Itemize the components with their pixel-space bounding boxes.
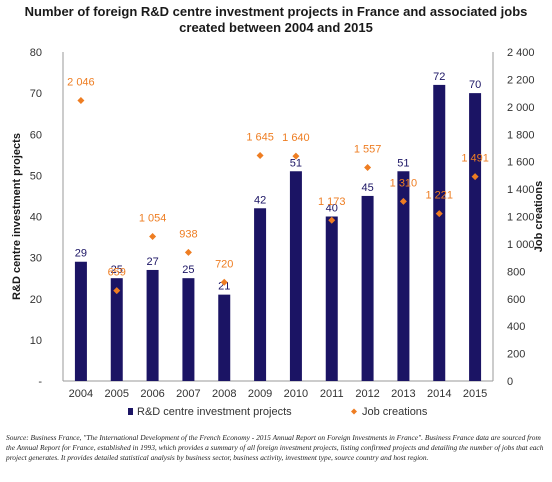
bar-2008 <box>218 294 231 381</box>
job-value-label: 1 310 <box>390 177 418 189</box>
bar-value-label: 70 <box>469 79 481 91</box>
x-tick-label: 2013 <box>391 388 415 400</box>
job-marker-2012 <box>364 164 372 172</box>
job-marker-2011 <box>328 216 336 224</box>
y-tick-label-right: 1 400 <box>507 184 535 196</box>
y-tick-label-right: 2 400 <box>507 47 535 59</box>
y-tick-label-left: 20 <box>30 294 42 306</box>
y-tick-label-right: 2 000 <box>507 102 535 114</box>
job-value-label: 1 054 <box>139 213 167 225</box>
x-tick-label: 2006 <box>140 388 164 400</box>
x-tick-label: 2012 <box>355 388 379 400</box>
x-tick-label: 2004 <box>69 388 93 400</box>
legend-label-bars: R&D centre investment projects <box>137 406 292 418</box>
bar-value-label: 45 <box>361 182 373 194</box>
bar-2004 <box>74 261 87 381</box>
x-tick-label: 2011 <box>320 388 344 400</box>
job-value-label: 1 557 <box>354 144 382 156</box>
legend-swatch-jobs <box>351 408 357 415</box>
bar-value-label: 27 <box>146 256 158 268</box>
bar-value-label: 72 <box>433 71 445 83</box>
y-tick-label-right: 600 <box>507 294 525 306</box>
job-value-label: 1 640 <box>282 132 310 144</box>
job-value-label: 1 173 <box>318 196 346 208</box>
y-axis-title-right: Job creations <box>533 181 545 253</box>
bar-value-label: 25 <box>111 264 123 276</box>
x-tick-label: 2010 <box>284 388 308 400</box>
y-tick-label-left: 10 <box>30 335 42 347</box>
job-value-label: 1 221 <box>425 190 453 202</box>
y-tick-label-right: 1 000 <box>507 239 535 251</box>
y-tick-label-right: 2 200 <box>507 74 535 86</box>
job-marker-2007 <box>184 248 192 256</box>
y-tick-label-left: 40 <box>30 212 42 224</box>
chart-title: Number of foreign R&D centre investment … <box>24 4 528 35</box>
y-tick-label-right: 1 800 <box>507 129 535 141</box>
y-tick-label-right: 400 <box>507 321 525 333</box>
bar-value-label: 42 <box>254 194 266 206</box>
y-tick-label-left: 50 <box>30 170 42 182</box>
job-value-label: 1 491 <box>461 153 489 165</box>
job-marker-2008 <box>220 278 228 286</box>
y-tick-label-right: 0 <box>507 376 513 388</box>
y-tick-label-right: 800 <box>507 266 525 278</box>
job-value-label: 2 046 <box>67 77 95 89</box>
job-marker-2013 <box>399 197 407 205</box>
source-note: Source: Business France, "The Internatio… <box>6 433 544 462</box>
legend-label-jobs: Job creations <box>362 406 428 418</box>
bar-value-label: 21 <box>218 281 230 293</box>
y-axis-title-left: R&D centre investment projects <box>11 133 23 300</box>
x-tick-label: 2009 <box>248 388 272 400</box>
bar-2013 <box>397 171 410 381</box>
bar-2012 <box>361 195 374 381</box>
job-value-label: 938 <box>179 228 197 240</box>
y-tick-label-right: 1 200 <box>507 212 535 224</box>
bar-value-label: 40 <box>326 203 338 215</box>
bar-value-label: 51 <box>397 157 409 169</box>
y-tick-label-left: 70 <box>30 88 42 100</box>
bar-2015 <box>469 93 482 381</box>
job-value-label: 720 <box>215 258 233 270</box>
bar-2005 <box>110 278 123 381</box>
bar-2014 <box>433 84 446 382</box>
bar-2007 <box>182 278 195 381</box>
x-tick-label: 2008 <box>212 388 236 400</box>
bar-value-label: 51 <box>290 157 302 169</box>
y-tick-label-left: 80 <box>30 47 42 59</box>
bar-value-label: 29 <box>75 248 87 260</box>
bar-2011 <box>325 216 338 381</box>
job-marker-2015 <box>471 173 479 181</box>
legend-swatch-bars <box>128 408 133 415</box>
job-marker-2004 <box>77 97 85 105</box>
y-tick-label-right: 1 600 <box>507 157 535 169</box>
job-value-label: 659 <box>108 267 126 279</box>
x-tick-label: 2007 <box>176 388 200 400</box>
job-marker-2009 <box>256 151 264 159</box>
y-tick-label-left: 30 <box>30 253 42 265</box>
y-tick-label-left: 60 <box>30 129 42 141</box>
bar-2009 <box>254 208 267 381</box>
bar-value-label: 25 <box>182 264 194 276</box>
job-marker-2006 <box>149 233 157 241</box>
x-tick-label: 2005 <box>105 388 129 400</box>
x-tick-label: 2015 <box>463 388 487 400</box>
job-marker-2005 <box>113 287 121 295</box>
bar-2010 <box>289 171 302 381</box>
job-marker-2014 <box>435 210 443 218</box>
bar-2006 <box>146 269 159 381</box>
job-marker-2010 <box>292 152 300 160</box>
y-tick-label-left: - <box>38 376 42 388</box>
y-tick-label-right: 200 <box>507 349 525 361</box>
x-tick-label: 2014 <box>427 388 451 400</box>
job-value-label: 1 645 <box>246 131 274 143</box>
